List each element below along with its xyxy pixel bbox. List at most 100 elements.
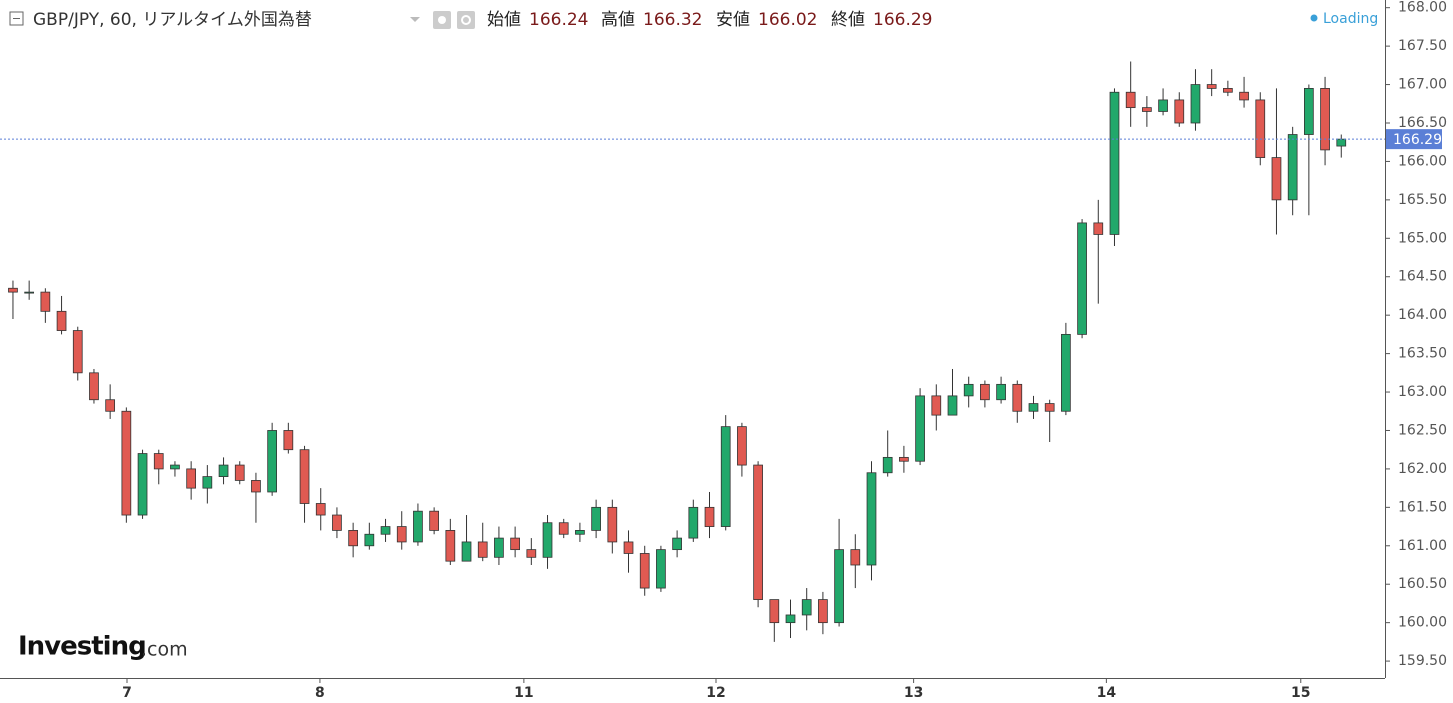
- candle-body: [1093, 222, 1104, 235]
- settings-icon[interactable]: [457, 11, 475, 29]
- candle-body: [672, 537, 682, 551]
- candle-body: [332, 514, 342, 531]
- y-tick-label: 163.50: [1398, 346, 1447, 362]
- candle-body: [720, 426, 731, 527]
- candle-body: [1028, 403, 1039, 412]
- candle-body: [1190, 84, 1201, 124]
- candle-body: [1044, 403, 1055, 412]
- candle-body: [996, 383, 1006, 401]
- candle-body: [688, 506, 699, 539]
- candle-body: [769, 599, 780, 624]
- loading-text: Loading: [1323, 11, 1378, 27]
- candle-body: [591, 506, 601, 531]
- x-tick-label: 13: [904, 685, 923, 701]
- price-label-box: [1386, 129, 1442, 150]
- candle-body: [121, 410, 132, 516]
- candle-body: [477, 541, 488, 558]
- candle-body: [170, 464, 180, 470]
- candle-body: [56, 310, 67, 331]
- loading-dot: [1310, 14, 1318, 22]
- candle-body: [801, 599, 812, 616]
- candle-body: [494, 537, 504, 558]
- candle-body: [866, 472, 877, 566]
- collapse-icon[interactable]: [9, 11, 24, 26]
- y-tick-label: 164.50: [1398, 269, 1447, 285]
- candle-body: [202, 476, 213, 489]
- candle-body: [704, 506, 715, 527]
- candle-body: [40, 291, 51, 312]
- ohlc-value: 166.24: [529, 10, 588, 30]
- logo-brand: Investing: [18, 632, 146, 662]
- candle-body: [947, 395, 958, 416]
- candle-body: [1109, 91, 1120, 235]
- candle-body: [461, 541, 472, 562]
- y-tick-label: 159.50: [1398, 653, 1447, 669]
- candle-body: [1304, 88, 1314, 135]
- candle-body: [607, 506, 618, 543]
- candle-body: [639, 553, 650, 589]
- y-tick-label: 160.00: [1398, 615, 1447, 631]
- candle-body: [963, 383, 974, 397]
- candle-body: [1255, 99, 1266, 158]
- candle-body: [1206, 84, 1217, 89]
- ohlc-value: 166.29: [873, 10, 932, 30]
- candle-body: [1223, 88, 1233, 93]
- candle-body: [542, 522, 553, 558]
- candle-body: [558, 522, 569, 535]
- candle-body: [218, 464, 229, 477]
- symbol: GBP/JPY, 60, リアルタイム外国為替: [33, 10, 312, 30]
- candle-body: [899, 456, 909, 462]
- candle-body: [299, 449, 310, 504]
- candle-body: [1336, 138, 1347, 147]
- y-tick-label: 168.00: [1398, 0, 1447, 16]
- candle-body: [1174, 99, 1185, 124]
- candle-body: [105, 399, 116, 412]
- candle-body: [429, 510, 439, 531]
- candle-body: [915, 395, 925, 462]
- y-tick-label: 162.50: [1398, 422, 1447, 438]
- ohlc-label: 高値: [601, 10, 635, 30]
- y-tick-label: 163.00: [1398, 384, 1447, 400]
- y-tick-label: 162.00: [1398, 461, 1447, 477]
- candle-body: [1320, 88, 1330, 151]
- candle-body: [413, 510, 423, 543]
- candle-body: [1142, 107, 1152, 112]
- candle-body: [575, 530, 585, 535]
- candle-body: [931, 395, 942, 416]
- candle-body: [364, 533, 375, 547]
- settings-icon-gear: [461, 15, 471, 25]
- candle-body: [283, 430, 294, 451]
- candle-body: [785, 614, 796, 624]
- dropdown-arrow[interactable]: [410, 17, 420, 22]
- y-tick-label: 161.00: [1398, 538, 1447, 554]
- candle-body: [980, 383, 990, 401]
- candle-body: [380, 526, 391, 535]
- y-tick-label: 164.00: [1398, 307, 1447, 323]
- candle-body: [137, 453, 148, 516]
- candle-body: [1239, 91, 1249, 101]
- candle-body: [1061, 333, 1071, 412]
- candle-body: [753, 464, 763, 600]
- candle-body: [186, 468, 197, 489]
- candle-body: [153, 453, 164, 470]
- candle-body: [882, 456, 893, 474]
- candle-body: [656, 549, 666, 589]
- candle-body: [396, 526, 407, 543]
- candle-body: [234, 464, 245, 481]
- candle-body: [834, 549, 844, 624]
- y-tick-label: 167.50: [1398, 38, 1447, 54]
- y-tick-label: 165.00: [1398, 230, 1447, 246]
- x-tick-label: 8: [315, 685, 325, 701]
- y-tick-label: 165.50: [1398, 192, 1447, 208]
- candle-body: [737, 426, 747, 466]
- logo-suffix: .com: [141, 639, 188, 661]
- y-tick-label: 166.50: [1398, 115, 1447, 131]
- candle-body: [72, 330, 83, 374]
- candle-body: [267, 430, 277, 493]
- x-tick-label: 12: [706, 685, 725, 701]
- ohlc-value: 166.02: [758, 10, 817, 30]
- candle-body: [251, 480, 261, 493]
- candle-body: [510, 537, 520, 551]
